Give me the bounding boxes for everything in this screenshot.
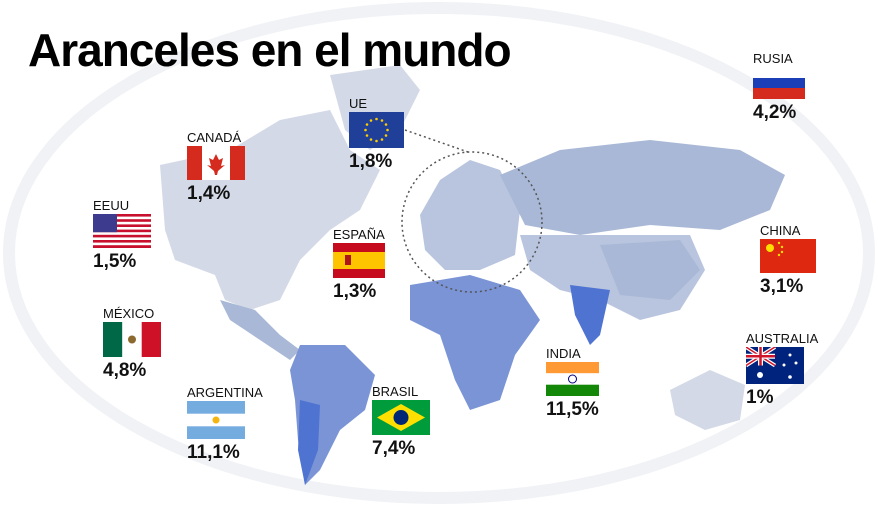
india-flag [546, 362, 599, 396]
china-flag [760, 239, 816, 273]
russia-flag [753, 67, 805, 99]
country-label: UE [349, 96, 368, 111]
country-canada: CANADÁ 1,4% [187, 130, 245, 205]
usa-flag [93, 214, 151, 248]
argentina-flag [187, 401, 245, 439]
page-title: Aranceles en el mundo [28, 24, 512, 76]
country-china: CHINA 3,1% [760, 223, 816, 298]
map-mexico [220, 300, 300, 360]
country-value: 1,3% [333, 281, 377, 302]
eu-callout-line [404, 129, 469, 153]
country-value: 7,4% [372, 438, 416, 459]
country-label: AUSTRALIA [746, 331, 819, 346]
country-ue: UE 1,8% [349, 96, 404, 173]
country-espana: ESPAÑA 1,3% [333, 227, 385, 303]
country-value: 4,2% [753, 102, 797, 123]
brazil-flag [372, 400, 430, 435]
country-label: ARGENTINA [187, 385, 263, 400]
country-label: CHINA [760, 223, 801, 238]
country-value: 4,8% [103, 360, 147, 381]
country-label: INDIA [546, 346, 581, 361]
eu-highlight-circle [401, 151, 543, 293]
country-value: 3,1% [760, 276, 804, 297]
country-australia: AUSTRALIA 1% [746, 331, 818, 409]
mexico-flag [103, 322, 161, 357]
country-value: 1% [746, 387, 774, 408]
country-value: 11,1% [187, 442, 240, 463]
map-india [570, 285, 610, 345]
country-rusia: RUSIA 4,2% [753, 51, 805, 124]
country-value: 1,8% [349, 151, 393, 172]
country-label: MÉXICO [103, 306, 155, 321]
map-russia [500, 140, 785, 235]
country-value: 1,4% [187, 183, 231, 204]
country-eeuu: EEUU 1,5% [93, 198, 151, 273]
country-brasil: BRASIL 7,4% [372, 384, 430, 460]
background-ring [3, 2, 875, 504]
country-label: RUSIA [753, 51, 793, 66]
country-label: EEUU [93, 198, 130, 213]
australia-flag [746, 347, 804, 384]
country-label: BRASIL [372, 384, 419, 399]
country-label: CANADÁ [187, 130, 242, 145]
country-argentina: ARGENTINA 11,1% [187, 385, 263, 464]
country-value: 1,5% [93, 251, 137, 272]
map-africa [410, 275, 540, 410]
spain-flag [333, 243, 385, 278]
country-label: ESPAÑA [333, 227, 385, 242]
country-value: 11,5% [546, 399, 599, 420]
map-europe [420, 160, 520, 270]
map-china [600, 240, 700, 300]
map-australia [670, 370, 745, 430]
eu-flag [349, 112, 404, 148]
canada-flag [187, 146, 245, 180]
country-india: INDIA 11,5% [546, 346, 599, 421]
country-mexico: MÉXICO 4,8% [103, 306, 161, 382]
map-argentina [298, 400, 320, 485]
